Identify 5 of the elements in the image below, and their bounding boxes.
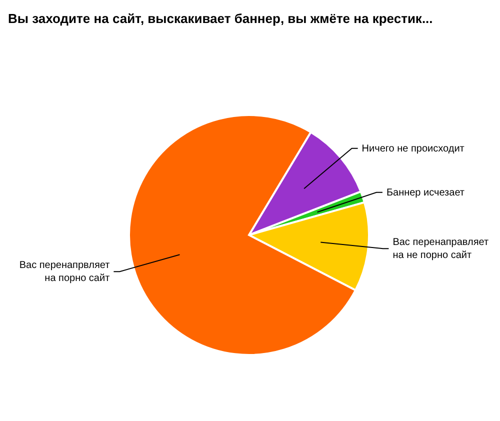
slice-label: Вас перенаправляет на не порно сайт [392,236,490,261]
slice-label: Вас перенапрвляет на порно сайт [19,260,110,284]
slice-label: Ничего не происходит [362,142,465,154]
slice-label: Баннер исчезает [386,186,465,198]
chart-title: Вы заходите на сайт, выскакивает баннер, вы жмёте на крестик... [8,10,434,28]
